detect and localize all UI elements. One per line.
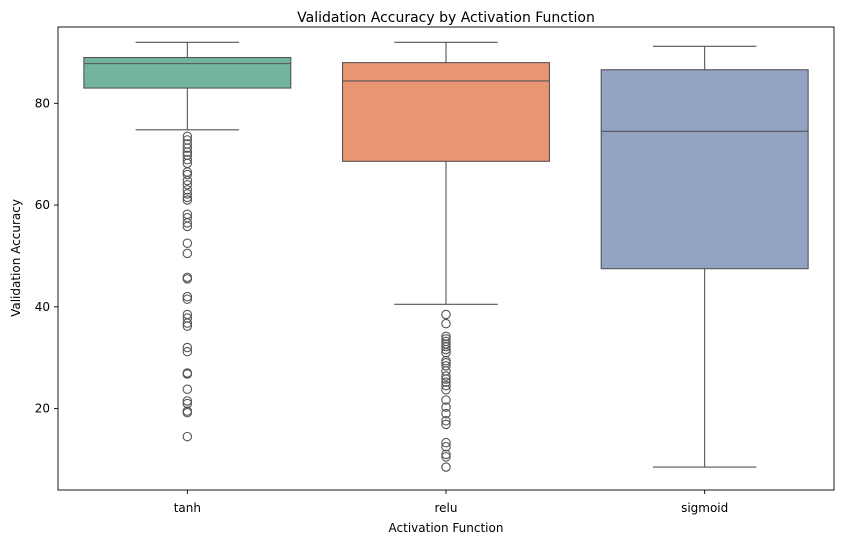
outlier-point-tanh bbox=[182, 218, 193, 228]
outlier-point-tanh bbox=[182, 431, 193, 442]
outlier-point-relu bbox=[441, 318, 451, 329]
outlier-point-tanh bbox=[182, 175, 193, 186]
box-group-relu bbox=[341, 41, 551, 472]
y-tick-label: 20 bbox=[35, 402, 50, 416]
chart-title: Validation Accuracy by Activation Functi… bbox=[297, 10, 595, 26]
outlier-point-tanh bbox=[182, 398, 193, 409]
outlier-point-tanh bbox=[182, 346, 193, 357]
outlier-point-relu bbox=[441, 408, 451, 419]
outlier-point-relu bbox=[441, 380, 451, 391]
outlier-point-relu bbox=[441, 344, 451, 355]
outlier-point-tanh bbox=[182, 221, 193, 232]
box-tanh bbox=[83, 56, 292, 89]
outlier-point-relu bbox=[441, 371, 451, 381]
outlier-point-relu bbox=[441, 437, 451, 448]
outlier-point-relu bbox=[441, 442, 451, 452]
outlier-point-tanh bbox=[182, 155, 193, 165]
outlier-point-tanh bbox=[182, 294, 193, 304]
outlier-point-relu bbox=[441, 334, 451, 344]
outlier-point-tanh bbox=[182, 143, 193, 153]
y-tick-label: 40 bbox=[35, 300, 50, 314]
outlier-point-relu bbox=[441, 402, 451, 412]
outlier-point-relu bbox=[441, 356, 451, 366]
x-tick-label-relu: relu bbox=[435, 501, 458, 515]
outlier-point-tanh bbox=[182, 189, 193, 199]
outlier-point-relu bbox=[441, 366, 451, 376]
y-axis: 20 40 60 80 bbox=[35, 96, 58, 416]
outlier-point-tanh bbox=[182, 195, 193, 205]
outlier-point-tanh bbox=[182, 396, 193, 406]
outlier-point-tanh bbox=[182, 169, 193, 180]
box-relu bbox=[341, 62, 551, 162]
box-group-sigmoid bbox=[600, 45, 809, 468]
outlier-point-relu bbox=[441, 395, 451, 405]
outlier-point-tanh bbox=[182, 248, 193, 259]
outlier-point-tanh bbox=[182, 321, 193, 331]
y-tick-label: 80 bbox=[35, 96, 50, 110]
outlier-point-tanh bbox=[182, 369, 193, 379]
outlier-point-relu bbox=[441, 416, 451, 426]
y-tick-label: 60 bbox=[35, 198, 50, 212]
outlier-point-tanh bbox=[182, 384, 193, 395]
outlier-point-tanh bbox=[182, 342, 193, 353]
x-axis: tanh relu sigmoid bbox=[174, 490, 728, 515]
outlier-point-relu bbox=[441, 309, 451, 320]
outlier-point-tanh bbox=[182, 291, 193, 302]
outlier-point-tanh bbox=[182, 185, 193, 195]
outlier-point-tanh bbox=[182, 238, 193, 248]
y-axis-label: Validation Accuracy bbox=[9, 199, 23, 317]
box-sigmoid bbox=[600, 69, 809, 270]
outlier-point-tanh bbox=[182, 147, 193, 157]
x-tick-label-tanh: tanh bbox=[174, 501, 201, 515]
outlier-point-relu bbox=[441, 462, 451, 472]
outlier-point-relu bbox=[441, 341, 451, 352]
outlier-point-tanh bbox=[182, 131, 193, 142]
plot-area bbox=[83, 41, 809, 472]
outlier-point-relu bbox=[441, 374, 451, 384]
x-axis-label: Activation Function bbox=[389, 521, 504, 535]
outlier-point-relu bbox=[441, 331, 451, 342]
outlier-point-tanh bbox=[182, 318, 193, 328]
outlier-point-tanh bbox=[182, 192, 193, 203]
outlier-point-tanh bbox=[182, 274, 193, 284]
outlier-point-relu bbox=[441, 449, 451, 460]
outlier-point-relu bbox=[441, 385, 451, 395]
outlier-point-relu bbox=[441, 452, 451, 462]
outlier-point-relu bbox=[441, 419, 451, 430]
outlier-point-relu bbox=[441, 361, 451, 371]
outlier-point-relu bbox=[441, 377, 451, 387]
x-tick-label-sigmoid: sigmoid bbox=[681, 501, 728, 515]
outlier-point-tanh bbox=[182, 407, 193, 418]
box-group-tanh bbox=[83, 41, 292, 442]
outlier-point-tanh bbox=[182, 179, 193, 190]
